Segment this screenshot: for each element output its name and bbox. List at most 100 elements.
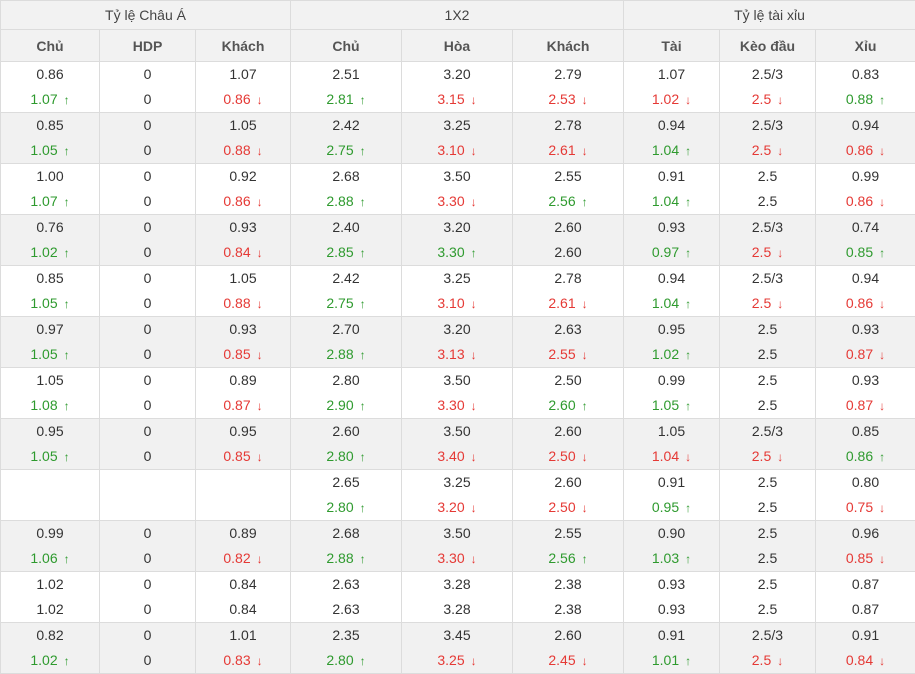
opening-value: 2.55 [554,168,582,184]
opening-value: 2.50 [554,372,582,388]
opening-value: 0.94 [851,270,880,286]
current-odds: 0 [100,342,195,367]
opening-odds: 3.20 [402,215,512,240]
opening-value: 3.20 [443,219,471,235]
odds-row: 1.02 1.02 0 0 0.84 0.84 2.63 2.63 3.28 3.28 2.38 2.… [0,571,915,623]
opening-value: 0.89 [229,372,257,388]
current-value: 2.5 [751,91,772,107]
current-value: 3.30 [437,397,465,413]
cell-ou-over: 0.95 1.02 ↑ [623,316,720,368]
cell-ou-under: 0.87 0.87 [815,571,915,623]
current-odds: 2.85 ↑ [291,240,401,265]
current-odds: 3.10 ↓ [402,138,512,163]
cell-1x2-away: 2.78 2.61 ↓ [512,112,624,164]
current-value: 0.85 [845,550,874,566]
current-value: 2.75 [326,295,354,311]
cell-ou-line: 2.5/3 2.5 ↓ [719,265,816,317]
current-odds: 0.82 ↓ [196,546,290,571]
opening-value: 2.5 [757,525,778,541]
odds-row: 0.85 1.05 ↑ 0 0 1.05 0.88 ↓ 2.42 2.75 ↑ 3.25 3.10 ↓ 2.… [0,265,915,317]
cell-ah-home: 0.86 1.07 ↑ [0,61,100,113]
opening-value: 0.90 [657,525,686,541]
arrow-down-icon: ↓ [256,654,263,668]
opening-odds: 0.93 [196,215,290,240]
current-value: 2.5 [757,397,778,413]
current-odds: 0 [100,138,195,163]
current-odds: 2.90 ↑ [291,393,401,418]
opening-odds: 3.50 [402,419,512,444]
cell-ou-under: 0.85 0.86 ↑ [815,418,915,470]
cell-ah-away: 0.84 0.84 [195,571,291,623]
current-odds: 0.85 ↑ [816,240,915,265]
current-odds: 0 [100,546,195,571]
opening-value: 2.5/3 [751,423,784,439]
current-odds: 1.02 ↑ [624,342,719,367]
opening-value: 2.60 [554,627,582,643]
opening-value: 3.25 [443,474,471,490]
cell-ah-away: 0.89 0.87 ↓ [195,367,291,419]
arrow-up-icon: ↑ [359,246,366,260]
current-odds: 3.30 ↑ [402,240,512,265]
arrow-up-icon: ↑ [63,348,70,362]
current-odds: 2.5 ↓ [720,240,815,265]
opening-value: 1.07 [657,66,686,82]
cell-ah-away: 0.95 0.85 ↓ [195,418,291,470]
opening-value: 2.79 [554,66,582,82]
current-value: 0.86 [845,448,874,464]
cell-1x2-draw: 3.28 3.28 [401,571,513,623]
col-ou-line: Kèo đầu [719,29,816,62]
arrow-down-icon: ↓ [256,246,263,260]
opening-value: 3.50 [443,372,471,388]
opening-value: 0.85 [36,117,64,133]
opening-odds: 1.01 [196,623,290,648]
arrow-up-icon: ↑ [63,654,70,668]
cell-ou-over: 0.90 1.03 ↑ [623,520,720,572]
cell-ou-over: 0.91 1.04 ↑ [623,163,720,215]
current-odds: 1.02 [1,597,99,622]
arrow-up-icon: ↑ [359,450,366,464]
current-value: 3.20 [437,499,465,515]
arrow-down-icon: ↓ [777,93,784,107]
opening-value: 3.50 [443,525,471,541]
current-value: 1.05 [651,397,680,413]
opening-odds: 2.55 [513,521,623,546]
cell-ou-under: 0.74 0.85 ↑ [815,214,915,266]
odds-body: 0.86 1.07 ↑ 0 0 1.07 0.86 ↓ 2.51 2.81 ↑ 3.20 3.15 ↓ 2.… [0,61,915,674]
opening-value: 2.5/3 [751,627,784,643]
opening-odds: 0 [100,62,195,87]
current-odds: 1.05 ↑ [624,393,719,418]
opening-odds: 2.63 [513,317,623,342]
cell-ou-over: 0.93 0.97 ↑ [623,214,720,266]
col-1x2-home: Chủ [290,29,402,62]
arrow-up-icon: ↑ [879,246,886,260]
arrow-down-icon: ↓ [879,501,886,515]
cell-1x2-draw: 3.20 3.15 ↓ [401,61,513,113]
cell-ah-away: 0.93 0.85 ↓ [195,316,291,368]
arrow-up-icon: ↑ [685,297,692,311]
current-odds: 2.5 [720,495,815,520]
opening-odds: 0.89 [196,368,290,393]
current-value: 0.87 [223,397,251,413]
opening-value: 0.80 [851,474,880,490]
opening-odds: 2.5/3 [720,623,815,648]
current-odds: 2.56 ↑ [513,546,623,571]
opening-odds: 2.5/3 [720,419,815,444]
opening-odds: 3.50 [402,368,512,393]
current-value: 1.04 [651,295,680,311]
opening-odds: 1.05 [196,113,290,138]
arrow-up-icon: ↑ [63,297,70,311]
cell-1x2-home: 2.80 2.90 ↑ [290,367,402,419]
cell-ou-under: 0.94 0.86 ↓ [815,112,915,164]
cell-1x2-draw: 3.25 3.10 ↓ [401,112,513,164]
current-odds: 0 [100,444,195,469]
cell-1x2-home: 2.70 2.88 ↑ [290,316,402,368]
opening-value: 2.78 [554,117,582,133]
cell-1x2-home: 2.68 2.88 ↑ [290,163,402,215]
current-value: 2.5 [751,142,772,158]
opening-odds: 2.68 [291,521,401,546]
opening-value: 2.60 [554,219,582,235]
opening-value: 0.94 [657,270,686,286]
arrow-down-icon: ↓ [879,552,886,566]
current-odds: 2.88 ↑ [291,546,401,571]
